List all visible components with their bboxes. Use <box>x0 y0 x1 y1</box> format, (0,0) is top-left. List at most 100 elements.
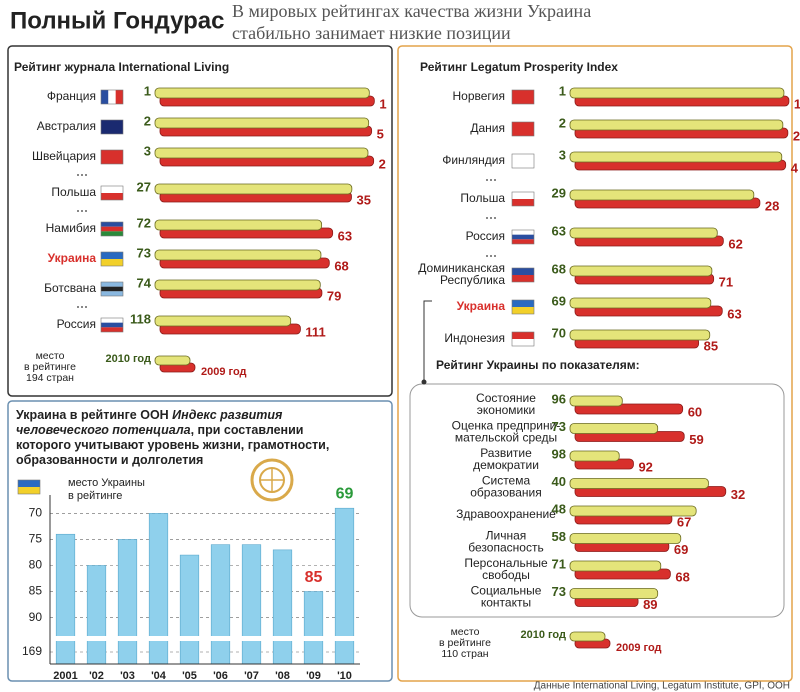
value-label-2010: 63 <box>552 223 566 238</box>
flag <box>512 239 534 244</box>
ellipsis-dot <box>494 255 496 257</box>
bar <box>55 533 76 665</box>
y-tick-label: 70 <box>29 506 43 520</box>
title-part: Индекс развития <box>172 408 283 422</box>
flag <box>101 318 123 323</box>
ellipsis-dot <box>490 217 492 219</box>
legend-swatch <box>569 631 606 642</box>
title-part: Украина в рейтинге ООН <box>16 408 172 422</box>
y-tick-label: 80 <box>29 558 43 572</box>
bar-2010 <box>569 478 709 489</box>
value-label: 69 <box>336 485 354 502</box>
flag <box>512 122 534 136</box>
value-label-2010: 40 <box>552 474 566 489</box>
flag <box>512 332 534 339</box>
flag <box>512 268 534 275</box>
category-label: безопасность <box>468 541 543 555</box>
value-label-2009: 1 <box>794 96 800 111</box>
value-label-2010: 72 <box>137 215 151 230</box>
title-part: человеческого потенциала <box>16 423 191 437</box>
subtitle: В мировых рейтингах качества жизни Украи… <box>232 1 591 21</box>
ellipsis-dot <box>490 179 492 181</box>
x-tick-label: '04 <box>151 670 167 682</box>
value-label-2010: 73 <box>137 245 151 260</box>
flag <box>115 90 123 104</box>
value-label-2009: 89 <box>643 597 657 612</box>
ellipsis-dot <box>486 217 488 219</box>
flag-border <box>511 331 535 347</box>
flag <box>512 192 534 199</box>
value-label-2010: 1 <box>144 83 151 98</box>
flag-border <box>511 299 535 315</box>
x-tick-label: '05 <box>182 670 197 682</box>
ellipsis-dot <box>486 179 488 181</box>
category-label: Оценка предприни- <box>452 419 561 433</box>
ellipsis-dot <box>85 174 87 176</box>
flag-border <box>100 317 124 333</box>
value-label-2010: 2 <box>144 113 151 128</box>
category-label: экономики <box>477 403 535 417</box>
category-label: Индонезия <box>444 331 505 345</box>
flag-border <box>100 221 124 237</box>
value-label-2010: 58 <box>552 529 566 544</box>
flag <box>101 291 123 296</box>
flag <box>101 327 123 332</box>
x-tick-label: '09 <box>306 670 321 682</box>
category-label: свободы <box>482 568 530 582</box>
legend-label: 2009 год <box>201 366 247 378</box>
y-axis-label: в рейтинге <box>68 490 122 502</box>
bar-2010 <box>154 315 292 327</box>
flag-border <box>17 479 41 495</box>
category-label: Польша <box>460 191 505 205</box>
bar-2010 <box>569 87 785 99</box>
bar-2010 <box>569 227 718 239</box>
value-label-2009: 79 <box>327 288 341 303</box>
value-label-2009: 71 <box>719 274 733 289</box>
ellipsis-dot <box>81 306 83 308</box>
subtitle: стабильно занимает низкие позиции <box>232 23 511 43</box>
y-tick-label: 169 <box>22 644 42 658</box>
ellipsis-dot <box>81 210 83 212</box>
flag <box>512 90 534 104</box>
flag <box>512 339 534 346</box>
value-label-2009: 32 <box>731 487 745 502</box>
ellipsis-dot <box>494 179 496 181</box>
flag <box>512 199 534 206</box>
flag <box>101 120 123 134</box>
bar-2010 <box>154 183 353 195</box>
flag <box>101 193 123 200</box>
connector <box>423 300 432 382</box>
flag-border <box>511 191 535 207</box>
x-tick-label: '07 <box>244 670 259 682</box>
value-label-2009: 69 <box>674 542 688 557</box>
bar <box>272 549 293 665</box>
flag-border <box>100 119 124 135</box>
chart-title: образованности и долголетия <box>16 453 203 467</box>
flag <box>101 150 123 164</box>
legend-label: 2010 год <box>520 629 566 641</box>
category-label: Развитие <box>480 446 532 460</box>
title-part: которого учитывают уровень жизни, грамот… <box>16 438 329 452</box>
value-label-2009: 111 <box>305 324 325 339</box>
chart-title: Рейтинг Legatum Prosperity Index <box>420 60 618 74</box>
ellipsis-dot <box>490 255 492 257</box>
page-title: Полный Гондурас <box>10 7 224 34</box>
x-tick-label: '03 <box>120 670 135 682</box>
bar-2010 <box>569 505 697 517</box>
category-label: Социальные <box>471 584 542 598</box>
bar-2010 <box>569 423 659 434</box>
category-label: Польша <box>51 185 96 199</box>
chart-title: Украина в рейтинге ООН Индекс развития <box>16 408 283 422</box>
value-label-2009: 85 <box>704 338 718 353</box>
bar-2010 <box>154 279 321 291</box>
category-label: Республика <box>440 273 505 287</box>
bar-2010 <box>154 219 323 231</box>
bar-2009 <box>574 403 684 415</box>
category-label: мательской среды <box>455 431 557 445</box>
ellipsis-dot <box>77 210 79 212</box>
ellipsis-dot <box>494 217 496 219</box>
bar <box>117 539 138 665</box>
category-label: Швейцария <box>32 149 96 163</box>
value-label-2009: 1 <box>379 96 386 111</box>
